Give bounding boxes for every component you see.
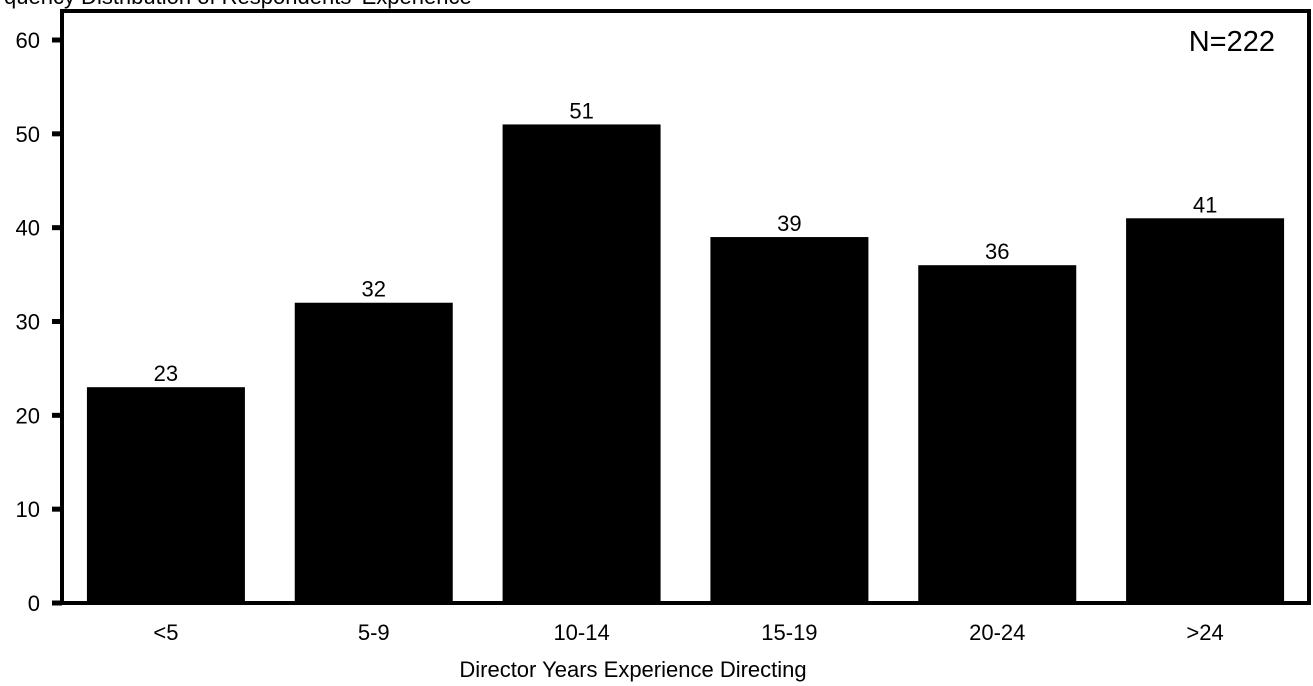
x-tick-label: >24 bbox=[1186, 620, 1223, 645]
bar-2 bbox=[294, 302, 453, 603]
bar-data-label: 51 bbox=[569, 98, 593, 123]
y-tick-label: 0 bbox=[28, 591, 40, 616]
y-tick-label: 60 bbox=[16, 28, 40, 53]
x-tick-label: 5-9 bbox=[358, 620, 390, 645]
x-tick-label: <5 bbox=[153, 620, 178, 645]
y-tick-label: 40 bbox=[16, 216, 40, 241]
data-label-group: 23 32 51 39 36 41 bbox=[154, 98, 1218, 386]
bar-data-label: 23 bbox=[154, 361, 178, 386]
x-axis-title: Director Years Experience Directing bbox=[459, 657, 806, 682]
y-tick-label: 50 bbox=[16, 122, 40, 147]
bar-data-label: 36 bbox=[985, 239, 1009, 264]
chart-header-cropped: quency Distribution of Respondents' Expe… bbox=[4, 0, 472, 9]
y-axis: 0 10 20 30 40 50 60 bbox=[16, 28, 62, 616]
x-tick-label: 10-14 bbox=[553, 620, 609, 645]
x-tick-label: 20-24 bbox=[969, 620, 1025, 645]
plot-frame bbox=[60, 9, 1311, 605]
bar-1 bbox=[86, 387, 245, 603]
bar-group bbox=[86, 124, 1285, 604]
bar-6 bbox=[1126, 218, 1285, 604]
x-tick-label-group: <5 5-9 10-14 15-19 20-24 >24 bbox=[153, 620, 1223, 645]
x-tick-label: 15-19 bbox=[761, 620, 817, 645]
bar-data-label: 39 bbox=[777, 211, 801, 236]
bar-data-label: 32 bbox=[362, 277, 386, 302]
bar-4 bbox=[710, 237, 869, 604]
y-tick-label: 10 bbox=[16, 497, 40, 522]
y-tick-label: 20 bbox=[16, 403, 40, 428]
y-tick-group: 0 10 20 30 40 50 60 bbox=[16, 28, 62, 616]
y-tick-label: 30 bbox=[16, 310, 40, 335]
bar-data-label: 41 bbox=[1193, 192, 1217, 217]
sample-size-annotation: N=222 bbox=[1189, 26, 1275, 58]
bar-5 bbox=[918, 265, 1077, 603]
bar-3 bbox=[502, 124, 661, 603]
